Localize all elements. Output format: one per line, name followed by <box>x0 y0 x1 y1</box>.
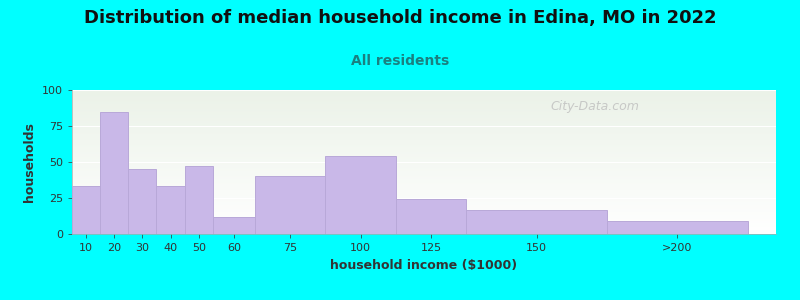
Bar <box>72 187 100 234</box>
Bar <box>213 217 255 234</box>
Bar <box>100 112 128 234</box>
Bar <box>128 169 157 234</box>
Bar <box>157 187 185 234</box>
Bar <box>396 200 466 234</box>
Y-axis label: households: households <box>23 122 37 202</box>
Bar <box>326 156 396 234</box>
Bar <box>466 209 607 234</box>
Text: Distribution of median household income in Edina, MO in 2022: Distribution of median household income … <box>84 9 716 27</box>
Bar <box>607 221 748 234</box>
Bar <box>185 166 213 234</box>
Bar <box>255 176 326 234</box>
Text: All residents: All residents <box>351 54 449 68</box>
Text: City-Data.com: City-Data.com <box>550 100 639 113</box>
X-axis label: household income ($1000): household income ($1000) <box>330 259 518 272</box>
